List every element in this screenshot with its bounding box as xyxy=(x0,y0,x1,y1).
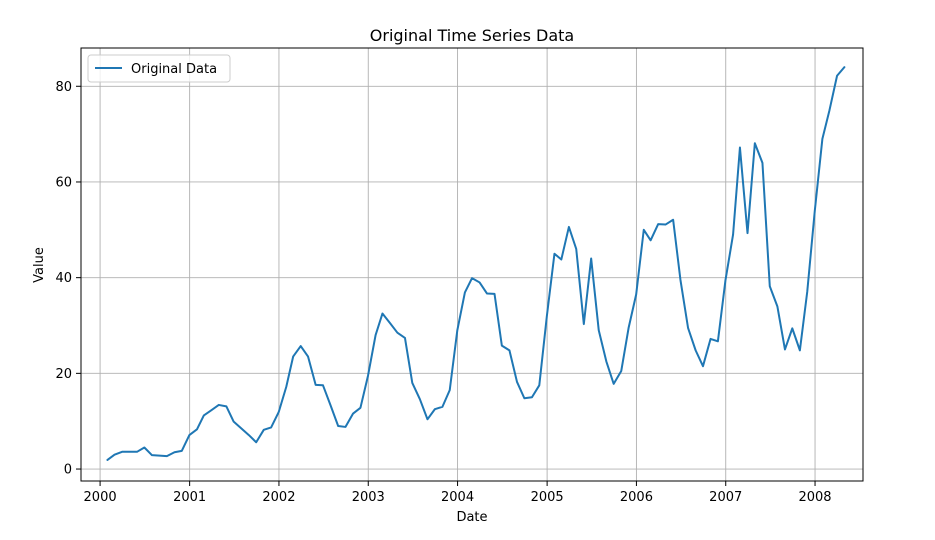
legend: Original Data xyxy=(87,54,231,83)
series-line-original-data xyxy=(106,66,846,461)
x-tick-label: 2008 xyxy=(798,490,831,505)
x-tick-label: 2003 xyxy=(352,490,385,505)
y-tick-label: 60 xyxy=(55,175,72,190)
x-tick-label: 2004 xyxy=(441,490,474,505)
legend-label-original-data: Original Data xyxy=(131,62,217,77)
x-tick-label: 2002 xyxy=(262,490,295,505)
x-tick-label: 2000 xyxy=(84,490,117,505)
x-tick-label: 2006 xyxy=(620,490,653,505)
x-tick-label: 2005 xyxy=(531,490,564,505)
x-tick-label: 2001 xyxy=(173,490,206,505)
legend-box xyxy=(87,54,231,83)
x-tick-label: 2007 xyxy=(709,490,742,505)
chart-title: Original Time Series Data xyxy=(370,26,574,45)
x-axis-label: Date xyxy=(456,510,487,525)
y-tick-label: 80 xyxy=(55,80,72,95)
y-axis-ticks: 0 20 40 60 80 xyxy=(55,80,81,478)
y-tick-label: 0 xyxy=(64,463,72,478)
x-axis-ticks: 2000 2001 2002 2003 2004 2005 2006 2007 2008 xyxy=(84,481,832,505)
y-tick-label: 40 xyxy=(55,271,72,286)
y-axis-label: Value xyxy=(32,247,47,283)
y-tick-label: 20 xyxy=(55,367,72,382)
grid-lines xyxy=(81,48,863,481)
plot-area-frame xyxy=(80,47,864,482)
